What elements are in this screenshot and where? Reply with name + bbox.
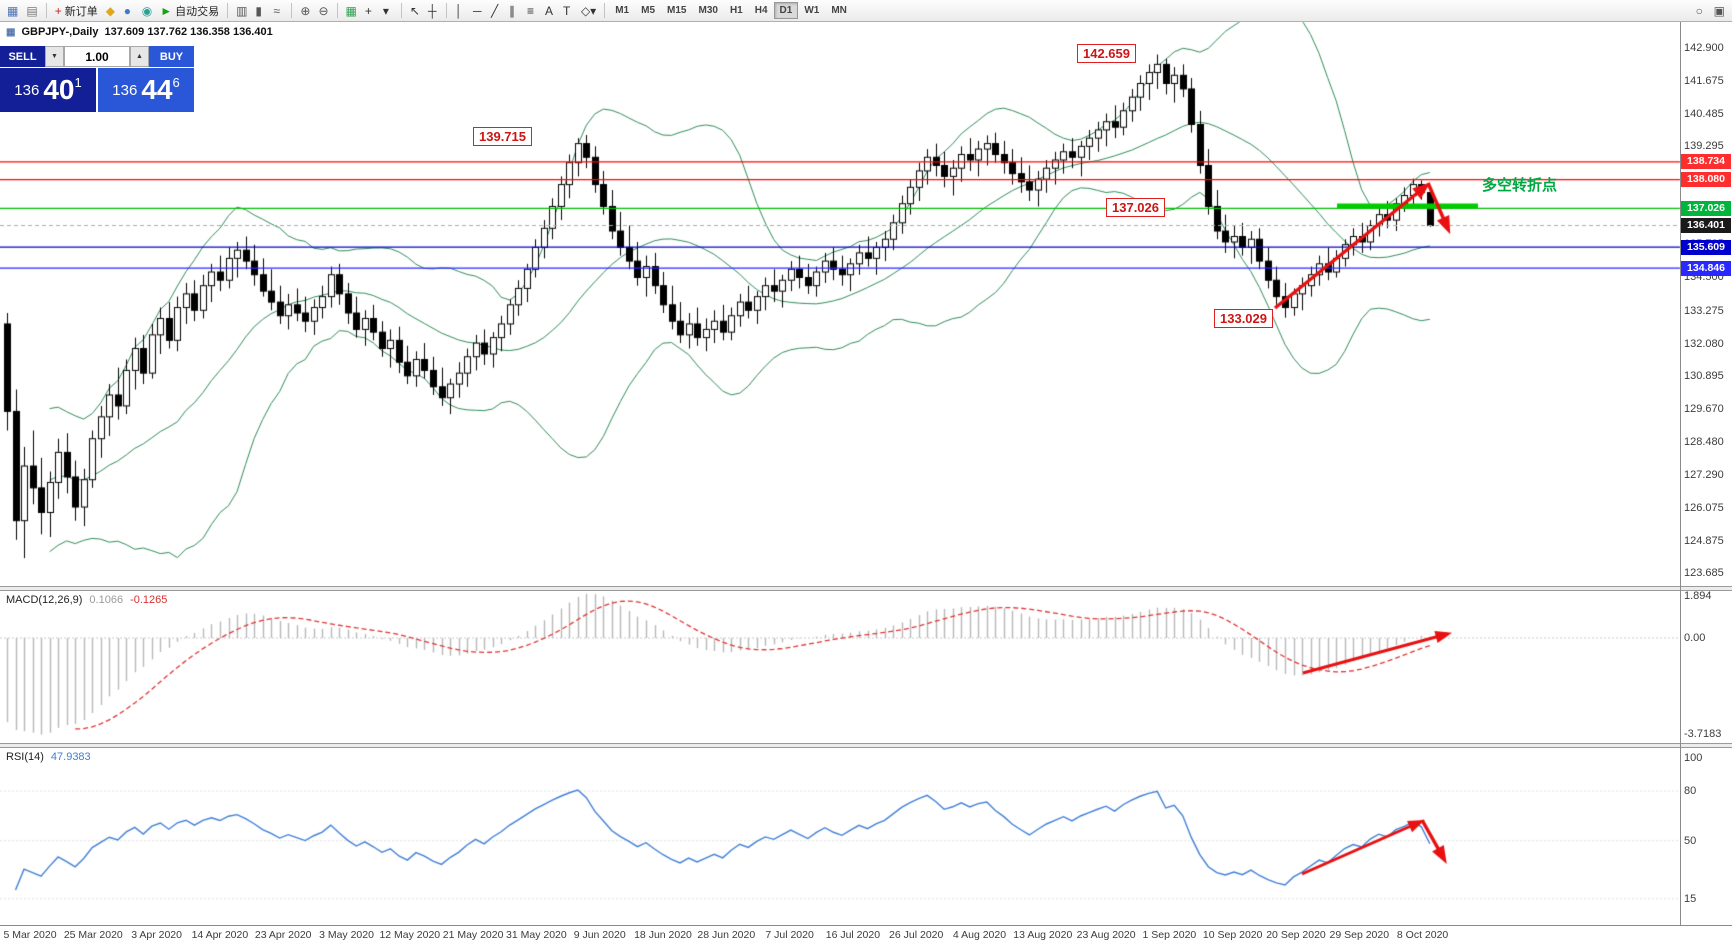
search-icon: ○	[1695, 3, 1703, 18]
indicator-list-button[interactable]: ▦	[342, 2, 361, 20]
crosshair-icon: ┼	[427, 3, 437, 18]
text-icon: A	[544, 3, 553, 18]
zoom-out-icon: ⊖	[318, 3, 329, 18]
new-chart-icon: ▦	[7, 3, 19, 18]
new-order-icon: +	[54, 3, 62, 18]
profiles-icon: ▤	[26, 3, 38, 18]
zoom-out-button[interactable]: ⊖	[314, 2, 332, 20]
profiles-button[interactable]: ▤	[22, 2, 41, 20]
shapes-icon: ◇▾	[580, 3, 597, 18]
timeframe-d1-button[interactable]: D1	[773, 2, 799, 19]
timeframe-mn-button[interactable]: MN	[831, 5, 847, 16]
add-indicator-button[interactable]: +	[361, 2, 379, 20]
toolbar-separator	[227, 3, 229, 18]
horizontal-line-icon: ─	[472, 3, 482, 18]
chart-search-button[interactable]: ○	[1692, 2, 1710, 20]
vline-tool-button[interactable]: │	[451, 2, 469, 20]
timeframe-m30-button[interactable]: M30	[698, 5, 718, 16]
crosshair-tool-button[interactable]: ┼	[424, 2, 442, 20]
timeframe-m1-button[interactable]: M1	[615, 5, 630, 16]
options-icon: ●	[123, 3, 131, 18]
bar-chart-icon: ▥	[236, 3, 248, 18]
hline-tool-button[interactable]: ─	[469, 2, 487, 20]
toolbar-separator	[291, 3, 293, 18]
zoom-in-button[interactable]: ⊕	[296, 2, 314, 20]
timeframe-m5-button[interactable]: M5	[641, 5, 656, 16]
metaeditor-button[interactable]: ◆	[102, 2, 120, 20]
main-toolbar: ▦ ▤ + 新订单 ◆ ● ◉ ► 自动交易 ▥ ▮ ≈ ⊕ ⊖ ▦ + ▾ ↖ ┼ │ ─ ╱ ∥ ≡ A T ◇▾ M1 M5 M1…	[0, 0, 1732, 22]
timeframe-h4-button[interactable]: H4	[754, 5, 768, 16]
trendline-icon: ╱	[490, 3, 499, 18]
candlestick-chart-icon: ▮	[255, 3, 263, 18]
fibonacci-icon: ≡	[526, 3, 534, 18]
cursor-tool-button[interactable]: ↖	[406, 2, 424, 20]
toolbar-separator	[336, 3, 338, 18]
line-chart-icon: ≈	[273, 3, 281, 18]
channel-icon: ∥	[508, 3, 515, 18]
channel-tool-button[interactable]: ∥	[505, 2, 523, 20]
toolbar-separator	[45, 3, 47, 18]
zoom-in-icon: ⊕	[300, 3, 311, 18]
timeframe-m15-button[interactable]: M15	[667, 5, 687, 16]
new-order-button[interactable]: + 新订单	[51, 2, 102, 20]
toolbar-separator	[400, 3, 402, 18]
metaeditor-icon: ◆	[105, 3, 115, 18]
chevron-down-icon: ▾	[382, 3, 389, 18]
indicator-list-icon: ▦	[345, 3, 357, 18]
toolbar-separator	[604, 3, 606, 18]
fibonacci-tool-button[interactable]: ≡	[523, 2, 541, 20]
timeframe-h1-button[interactable]: H1	[729, 5, 743, 16]
vertical-line-icon: │	[454, 3, 463, 18]
text-tool-button[interactable]: A	[541, 2, 559, 20]
new-chart-button[interactable]: ▦	[3, 2, 22, 20]
autotrading-button[interactable]: ► 自动交易	[156, 2, 223, 20]
label-tool-button[interactable]: T	[559, 2, 577, 20]
timeframe-w1-button[interactable]: W1	[804, 5, 820, 16]
docking-button[interactable]: ▣	[1710, 2, 1729, 20]
dock-window-icon: ▣	[1713, 3, 1725, 18]
label-icon: T	[562, 3, 571, 18]
market-icon: ◉	[141, 3, 153, 18]
candlestick-chart-button[interactable]: ▮	[251, 2, 269, 20]
autotrading-icon: ►	[160, 3, 173, 18]
market-button[interactable]: ◉	[138, 2, 156, 20]
autotrading-button-label: 自动交易	[175, 5, 220, 18]
trendline-tool-button[interactable]: ╱	[487, 2, 505, 20]
toolbar-separator	[445, 3, 447, 18]
toolbar-left-group: ▦ ▤ + 新订单 ◆ ● ◉ ► 自动交易 ▥ ▮ ≈ ⊕ ⊖ ▦ + ▾ ↖ ┼ │ ─ ╱ ∥ ≡ A T ◇▾	[3, 2, 609, 20]
add-indicator-icon: +	[364, 3, 372, 18]
timeframe-toolbar: M1 M5 M15 M30 H1 H4 D1 W1 MN	[609, 2, 853, 19]
cursor-icon: ↖	[409, 3, 420, 18]
shapes-tool-button[interactable]: ◇▾	[577, 2, 600, 20]
bar-chart-button[interactable]: ▥	[232, 2, 251, 20]
new-order-button-label: 新订单	[64, 5, 98, 18]
options-button[interactable]: ●	[120, 2, 138, 20]
periods-dropdown-button[interactable]: ▾	[379, 2, 397, 20]
toolbar-right-group: ○ ▣	[1692, 2, 1729, 20]
line-chart-button[interactable]: ≈	[269, 2, 287, 20]
